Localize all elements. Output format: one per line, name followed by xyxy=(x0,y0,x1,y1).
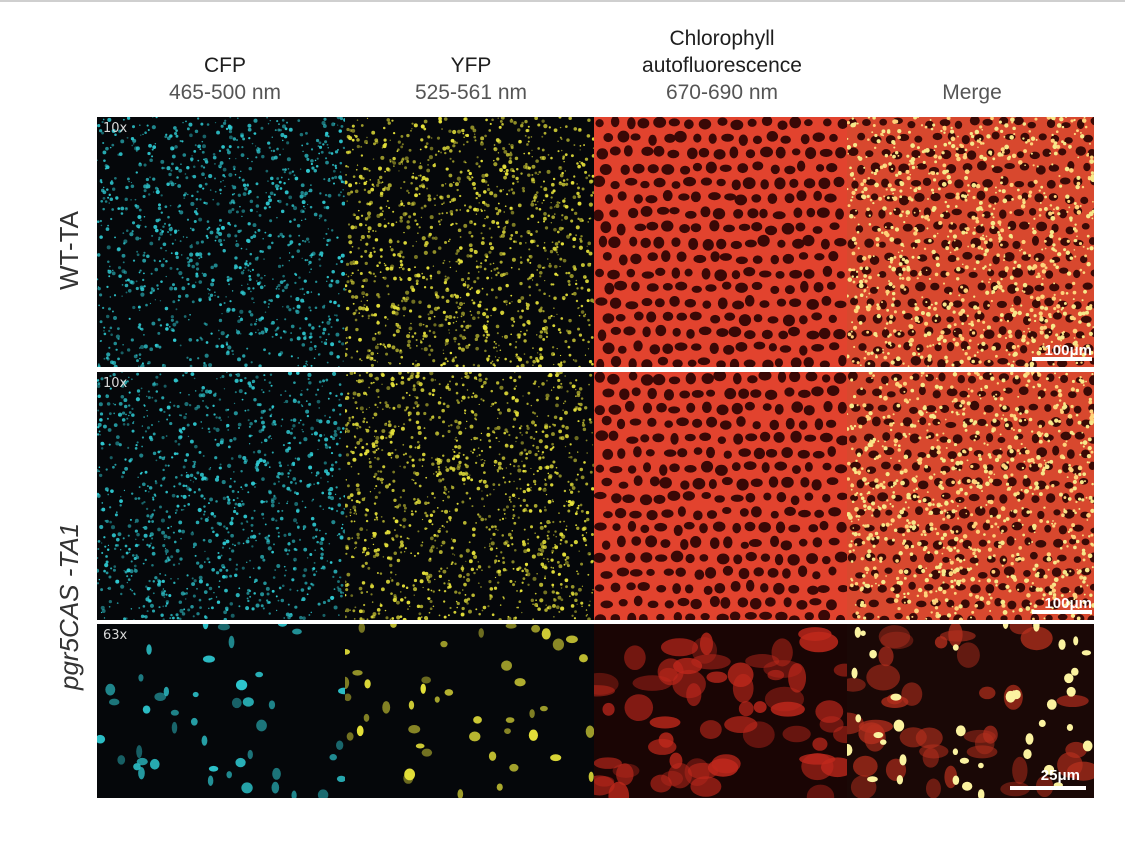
panel-pgr5-merge: 100μm xyxy=(847,372,1094,620)
column-wavelength: 465-500 nm xyxy=(168,81,282,104)
panel-wt-chlorophyll xyxy=(594,117,847,367)
panel-63x-cfp: 63x xyxy=(97,624,345,798)
column-title: Chlorophyll autofluorescence xyxy=(642,27,802,77)
top-rule xyxy=(0,0,1125,2)
scale-bar xyxy=(1032,357,1092,361)
magnification-label: 10x xyxy=(103,376,128,391)
panel-wt-cfp: 10x xyxy=(97,117,345,367)
scale-bar-label: 100μm xyxy=(1044,342,1092,359)
scale-bar-label: 25μm xyxy=(1040,767,1080,784)
magnification-label: 10x xyxy=(103,121,128,136)
panel-63x-merge: 25μm xyxy=(847,624,1094,798)
panel-63x-chlorophyll xyxy=(594,624,847,798)
micrograph-grid: 10x 100μm 10x 100μm 63x 25μm xyxy=(97,117,1094,798)
row-label-wt: WT-TA xyxy=(54,211,84,290)
column-wavelength: 525-561 nm xyxy=(414,81,528,104)
panel-wt-yfp xyxy=(345,117,594,367)
scale-bar-label: 100μm xyxy=(1044,595,1092,612)
column-wavelength: 670-690 nm xyxy=(665,81,779,104)
column-title: Merge xyxy=(942,81,1002,104)
scale-bar xyxy=(1032,610,1092,614)
column-header-cfp: CFP 465-500 nm xyxy=(110,52,340,106)
scale-bar xyxy=(1010,786,1086,790)
column-title: YFP xyxy=(450,54,492,77)
panel-pgr5-cfp: 10x xyxy=(97,372,345,620)
panel-pgr5-yfp xyxy=(345,372,594,620)
row-label-pgr5: pgr5CAS -TA1 xyxy=(54,522,84,690)
panel-pgr5-chlorophyll xyxy=(594,372,847,620)
column-header-yfp: YFP 525-561 nm xyxy=(356,52,586,106)
panel-63x-yfp xyxy=(345,624,594,798)
column-header-chlorophyll: Chlorophyll autofluorescence 670-690 nm xyxy=(597,25,847,106)
column-title: CFP xyxy=(204,54,246,77)
panel-wt-merge: 100μm xyxy=(847,117,1094,367)
column-header-merge: Merge xyxy=(850,79,1094,106)
magnification-label: 63x xyxy=(103,628,128,643)
